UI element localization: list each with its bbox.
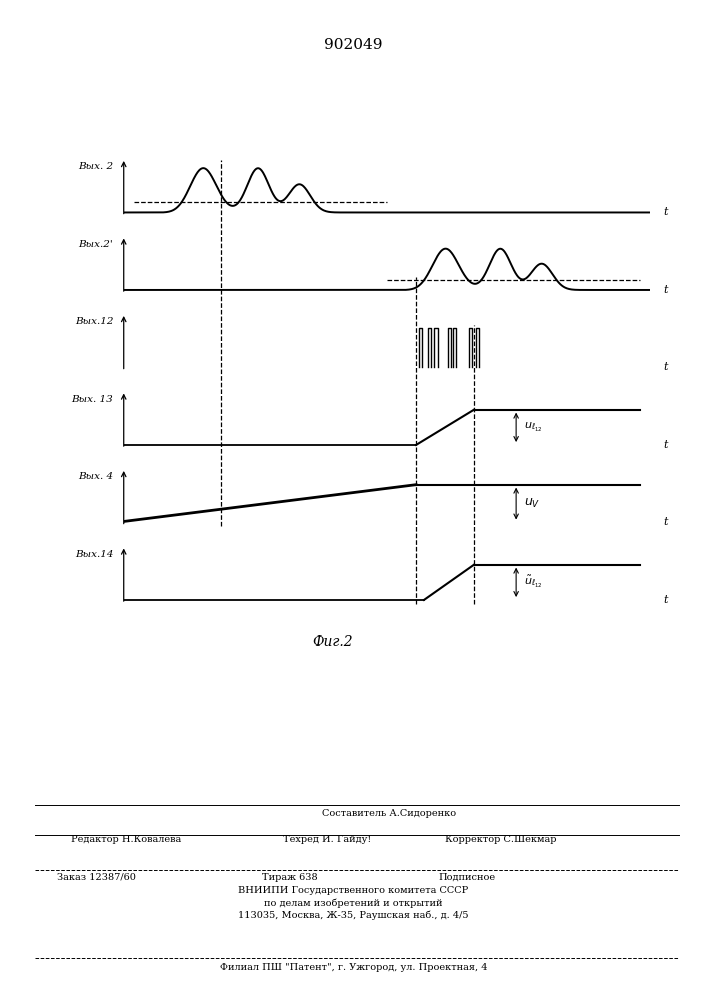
Text: Тираж 638: Тираж 638 bbox=[262, 873, 317, 882]
Text: $u_V$: $u_V$ bbox=[524, 497, 540, 510]
Text: Фиг.2: Фиг.2 bbox=[312, 635, 353, 649]
Text: t: t bbox=[664, 517, 668, 527]
Text: t: t bbox=[664, 362, 668, 372]
Text: Техред И. Гайду!: Техред И. Гайду! bbox=[283, 835, 371, 844]
Text: t: t bbox=[664, 207, 668, 217]
Text: Филиал ПШ "Патент", г. Ужгород, ул. Проектная, 4: Филиал ПШ "Патент", г. Ужгород, ул. Прое… bbox=[220, 963, 487, 972]
Text: Подписное: Подписное bbox=[438, 873, 496, 882]
Text: Вых. 4: Вых. 4 bbox=[78, 472, 113, 481]
Text: Корректор С.Шекмар: Корректор С.Шекмар bbox=[445, 835, 557, 844]
Text: Заказ 12387/60: Заказ 12387/60 bbox=[57, 873, 136, 882]
Text: t: t bbox=[664, 285, 668, 295]
Text: $u_{\ell_{12}}$: $u_{\ell_{12}}$ bbox=[524, 421, 543, 434]
Text: Редактор Н.Ковалева: Редактор Н.Ковалева bbox=[71, 835, 181, 844]
Text: t: t bbox=[664, 440, 668, 450]
Text: 113035, Москва, Ж-35, Раушская наб., д. 4/5: 113035, Москва, Ж-35, Раушская наб., д. … bbox=[238, 910, 469, 920]
Text: Вых. 13: Вых. 13 bbox=[71, 395, 113, 404]
Text: ВНИИПИ Государственного комитета СССР: ВНИИПИ Государственного комитета СССР bbox=[238, 886, 469, 895]
Text: $\tilde{u}_{\ell_{12}}$: $\tilde{u}_{\ell_{12}}$ bbox=[524, 574, 543, 590]
Text: 902049: 902049 bbox=[325, 38, 382, 52]
Text: Вых.14: Вых.14 bbox=[75, 550, 113, 559]
Text: Вых. 2: Вых. 2 bbox=[78, 162, 113, 171]
Text: Вых.12: Вых.12 bbox=[75, 317, 113, 326]
Text: по делам изобретений и открытий: по делам изобретений и открытий bbox=[264, 898, 443, 908]
Text: Вых.2': Вых.2' bbox=[78, 240, 113, 249]
Text: t: t bbox=[664, 595, 668, 605]
Text: Составитель А.Сидоренко: Составитель А.Сидоренко bbox=[322, 809, 456, 818]
